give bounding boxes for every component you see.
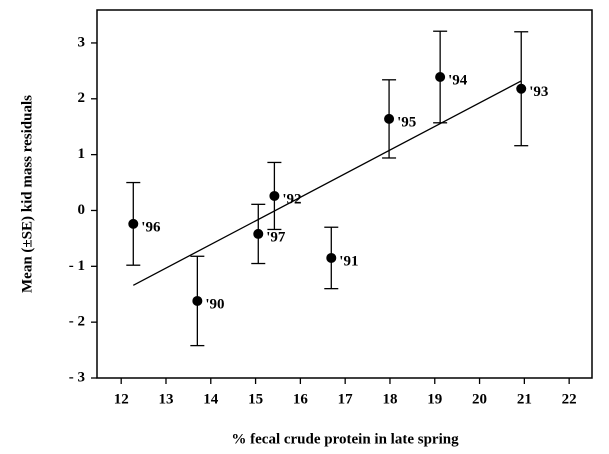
point bbox=[516, 83, 527, 94]
point-label: '94 bbox=[448, 72, 468, 88]
x-tick-label: 16 bbox=[293, 391, 309, 407]
x-tick-label: 12 bbox=[114, 391, 129, 407]
point-label: '93 bbox=[529, 84, 548, 100]
point bbox=[326, 252, 337, 263]
x-axis-label: % fecal crude protein in late spring bbox=[231, 431, 459, 447]
point-label: '97 bbox=[266, 229, 286, 245]
x-tick-label: 15 bbox=[248, 391, 263, 407]
y-tick-label: 1 bbox=[78, 146, 86, 162]
fit-line bbox=[132, 80, 522, 286]
y-axis-label: Mean (±SE) kid mass residuals bbox=[19, 95, 35, 293]
y-tick-label: 0 bbox=[78, 202, 86, 218]
y-tick-label: 3 bbox=[78, 34, 86, 50]
y-tick-label: - 3 bbox=[69, 369, 85, 385]
point bbox=[269, 190, 280, 201]
x-tick-label: 19 bbox=[427, 391, 442, 407]
x-tick-label: 14 bbox=[203, 391, 219, 407]
point bbox=[128, 218, 139, 229]
x-tick-label: 18 bbox=[382, 391, 397, 407]
plot-frame bbox=[96, 9, 593, 379]
point-label: '91 bbox=[339, 253, 358, 269]
y-tick-label: 2 bbox=[78, 90, 86, 106]
x-tick-label: 22 bbox=[562, 391, 577, 407]
point-label: '95 bbox=[397, 114, 416, 130]
x-tick-label: 21 bbox=[517, 391, 532, 407]
point bbox=[253, 228, 264, 239]
point bbox=[435, 72, 446, 83]
point-label: '96 bbox=[141, 219, 161, 235]
x-tick-label: 13 bbox=[158, 391, 173, 407]
point bbox=[192, 295, 203, 306]
point bbox=[384, 113, 395, 124]
y-tick-label: - 2 bbox=[69, 314, 85, 330]
x-tick-label: 20 bbox=[472, 391, 487, 407]
y-tick-label: - 1 bbox=[69, 258, 85, 274]
point-label: '90 bbox=[205, 296, 224, 312]
x-tick-label: 17 bbox=[338, 391, 354, 407]
point-label: '92 bbox=[282, 191, 301, 207]
